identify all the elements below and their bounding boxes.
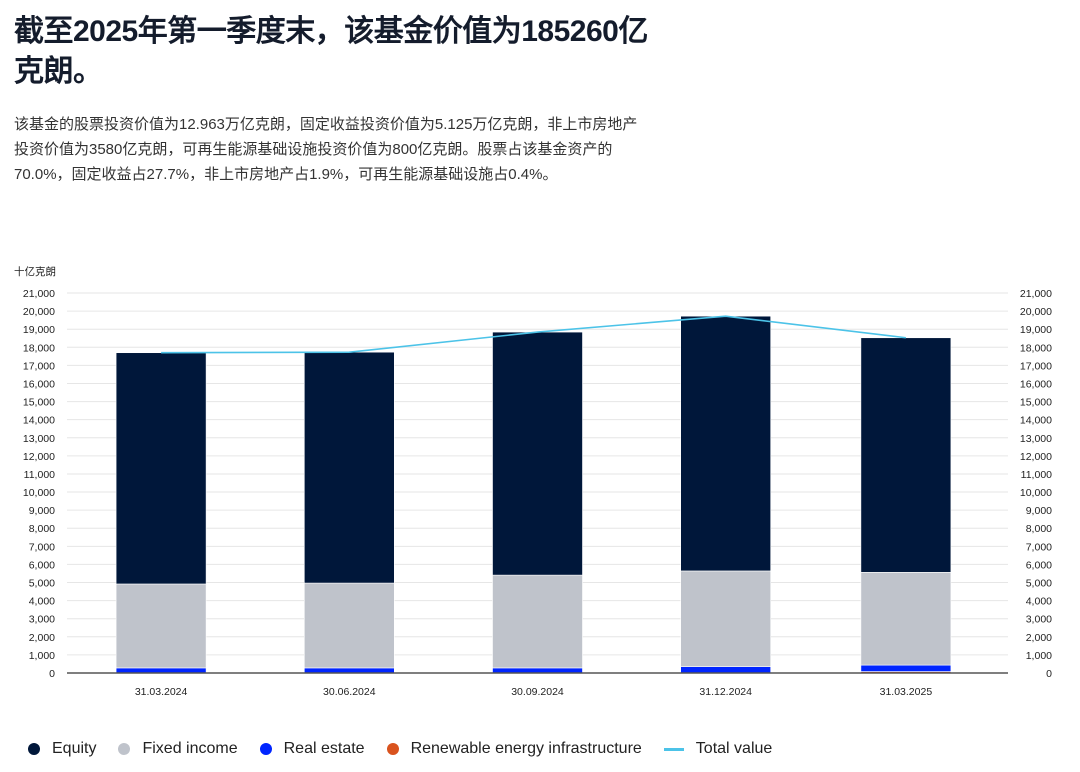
bar-equity: [860, 337, 952, 573]
y-tick-right: 6,000: [1026, 559, 1052, 571]
legend-dot-icon: [259, 743, 272, 755]
y-tick-left: 8,000: [29, 523, 55, 535]
y-axis-label: 十亿克朗: [14, 265, 56, 278]
y-tick-left: 10,000: [23, 487, 55, 499]
legend-label: Total value: [695, 740, 773, 757]
y-tick-left: 18,000: [23, 342, 55, 354]
y-tick-right: 19,000: [1020, 324, 1052, 336]
legend-dot-icon: [118, 743, 131, 755]
y-tick-left: 5,000: [29, 578, 55, 590]
bar-real-estate: [115, 667, 207, 674]
legend-item[interactable]: Renewable energy infrastructure: [386, 740, 642, 758]
bar-equity: [492, 331, 583, 576]
legend-label: Real estate: [283, 740, 365, 757]
y-tick-left: 2,000: [29, 632, 55, 644]
bar-fixed-income: [115, 583, 207, 669]
legend-label: Renewable energy infrastructure: [410, 740, 642, 757]
y-tick-right: 18,000: [1020, 342, 1052, 354]
bar-equity: [680, 315, 772, 572]
y-tick-left: 15,000: [23, 397, 55, 409]
y-tick-left: 12,000: [23, 451, 55, 463]
y-tick-left: 17,000: [23, 360, 55, 372]
y-tick-right: 20,000: [1020, 306, 1052, 318]
y-tick-right: 1,000: [1026, 650, 1052, 662]
y-tick-right: 16,000: [1020, 378, 1052, 390]
y-tick-left: 14,000: [23, 415, 55, 427]
y-tick-right: 15,000: [1020, 397, 1052, 409]
y-tick-left: 0: [49, 668, 55, 680]
stacked-bar-chart: 十亿克朗 0 0 1,000 1,000 2,000 2,000 3,000 3,000 4,00…: [14, 265, 1052, 698]
bar-real-estate: [492, 667, 583, 674]
legend-line-icon: [663, 747, 684, 751]
y-tick-left: 13,000: [23, 433, 55, 445]
x-tick-label: 31.03.2025: [880, 686, 933, 698]
y-tick-right: 12,000: [1020, 451, 1052, 463]
y-tick-right: 2,000: [1026, 632, 1052, 644]
y-tick-right: 13,000: [1020, 433, 1052, 445]
bar-fixed-income: [492, 574, 583, 669]
y-tick-right: 14,000: [1020, 415, 1052, 427]
y-tick-right: 0: [1046, 668, 1052, 680]
page-title: 截至2025年第一季度末，该基金价值为185260亿克朗。: [14, 15, 648, 88]
bar-real-estate: [303, 667, 395, 674]
y-tick-left: 21,000: [23, 288, 55, 300]
bar-fixed-income: [680, 570, 772, 667]
legend-label: Equity: [52, 740, 97, 757]
y-tick-left: 19,000: [23, 324, 55, 336]
description: 该基金的股票投资价值为12.963万亿克朗，固定收益投资价值为5.125万亿克朗…: [14, 116, 638, 183]
x-tick-label: 30.09.2024: [511, 686, 564, 698]
y-tick-right: 5,000: [1026, 578, 1052, 590]
y-tick-right: 11,000: [1021, 469, 1052, 481]
legend-item[interactable]: Total value: [663, 740, 773, 758]
y-tick-left: 20,000: [23, 306, 55, 318]
y-tick-left: 1,000: [29, 650, 55, 662]
y-tick-right: 3,000: [1026, 614, 1052, 626]
legend-item[interactable]: Fixed income: [118, 740, 238, 758]
legend-dot-icon: [386, 743, 399, 755]
total-value-line: [161, 315, 906, 354]
y-tick-left: 16,000: [23, 378, 55, 390]
y-tick-left: 11,000: [24, 469, 55, 481]
y-tick-left: 6,000: [29, 559, 55, 571]
x-tick-label: 30.06.2024: [323, 686, 376, 698]
y-tick-right: 8,000: [1026, 523, 1052, 535]
bar-real-estate: [680, 666, 772, 674]
y-tick-left: 9,000: [29, 505, 55, 517]
y-tick-right: 17,000: [1020, 360, 1052, 372]
legend-label: Fixed income: [142, 740, 238, 757]
bar-equity: [115, 352, 207, 585]
y-tick-right: 4,000: [1026, 596, 1052, 608]
bar-equity: [303, 351, 395, 584]
x-tick-label: 31.12.2024: [699, 686, 752, 698]
y-tick-right: 21,000: [1020, 288, 1052, 300]
y-tick-right: 9,000: [1026, 505, 1052, 517]
bar-fixed-income: [303, 582, 395, 669]
bar-fixed-income: [860, 572, 952, 666]
bar-real-estate: [860, 664, 952, 672]
y-tick-left: 3,000: [29, 614, 55, 626]
legend-item[interactable]: Real estate: [259, 740, 365, 758]
y-tick-left: 7,000: [29, 541, 55, 553]
legend-item[interactable]: Equity: [28, 740, 96, 758]
y-tick-right: 7,000: [1026, 541, 1052, 553]
legend-dot-icon: [28, 743, 40, 755]
legend: Equity Fixed income Real estate Renewable e…: [28, 740, 772, 758]
y-tick-right: 10,000: [1020, 487, 1052, 499]
x-tick-label: 31.03.2024: [135, 686, 188, 698]
y-tick-left: 4,000: [29, 596, 55, 608]
